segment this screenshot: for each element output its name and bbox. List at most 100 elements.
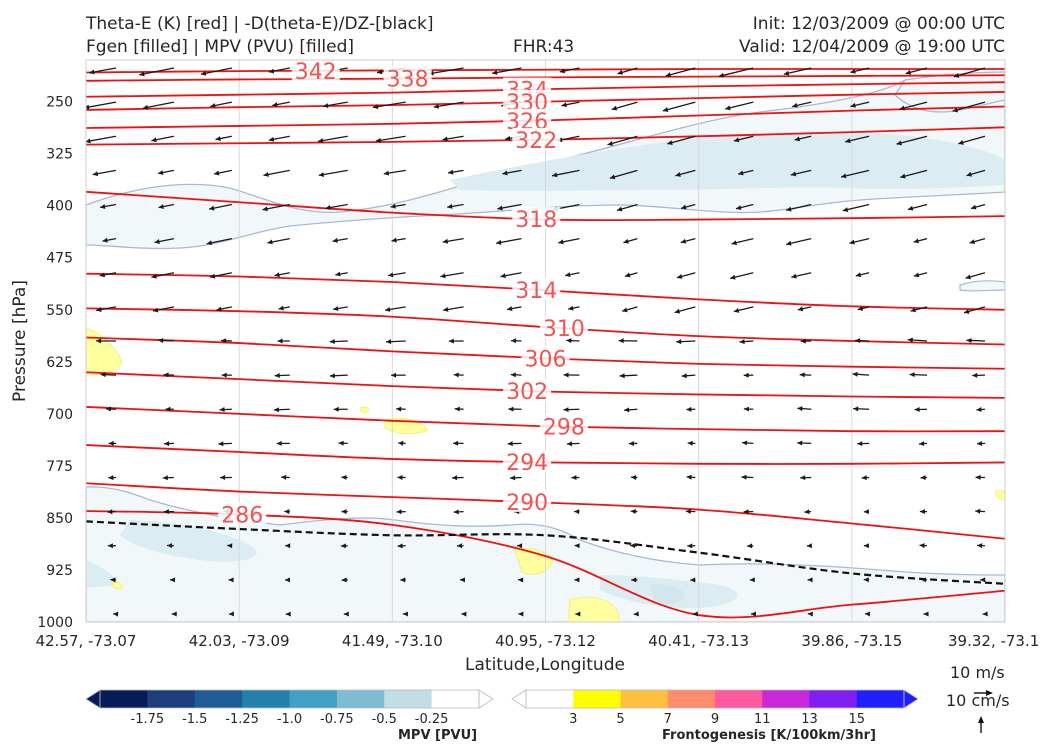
- chart-title-line-2: Fgen [filled] | MPV (PVU) [filled]: [86, 37, 355, 57]
- wind-vector-arrowhead: [794, 136, 801, 142]
- x-axis-title: Latitude,Longitude: [465, 655, 625, 675]
- wind-vector-arrowhead: [164, 441, 170, 447]
- wind-vector-arrowhead: [228, 577, 234, 583]
- wind-vector-arrowhead: [685, 508, 691, 514]
- wind-vector-arrowhead: [841, 173, 847, 179]
- wind-vector-arrowhead: [964, 309, 970, 314]
- wind-vector-arrowhead: [440, 273, 446, 279]
- plot-frame: [85, 59, 1006, 623]
- wind-vector-arrowhead: [333, 306, 339, 312]
- wind-vector-arrowhead: [448, 169, 454, 175]
- wind-vector-arrowhead: [855, 338, 861, 344]
- wind-vector-arrowhead: [274, 373, 280, 379]
- wind-vector: [142, 101, 175, 109]
- mpv-colorbar-segment: [431, 690, 480, 708]
- wind-vector-arrowhead: [402, 611, 409, 617]
- wind-vector-arrowhead: [725, 105, 731, 111]
- wind-vector-arrowhead: [617, 69, 623, 75]
- wind-vector-arrowhead: [391, 237, 397, 243]
- mpv-colorbar-frame: [99, 689, 480, 709]
- wind-vector-arrowhead: [442, 136, 448, 142]
- wind-vector-arrowhead: [443, 306, 449, 312]
- wind-vector-arrowhead: [110, 577, 116, 583]
- wind-vector-arrowhead: [624, 407, 630, 413]
- wind-vector-arrowhead: [692, 611, 698, 617]
- wind-vector-arrowhead: [565, 272, 571, 278]
- wind-vector-arrowhead: [152, 307, 159, 313]
- wind-vector-arrowhead: [850, 102, 856, 108]
- wind-vector-arrowhead: [665, 72, 672, 78]
- wind-vector-arrowhead: [505, 135, 511, 141]
- wind-vector: [375, 135, 406, 142]
- wind-vector-arrowhead: [611, 105, 618, 111]
- wind-vector-arrowhead: [863, 577, 869, 583]
- wind-vector-arrowhead: [385, 306, 391, 312]
- x-tick-label: 39.86, -73.15: [801, 632, 902, 650]
- wind-vector-arrowhead: [274, 272, 280, 278]
- wind-vector-arrowhead: [338, 440, 344, 446]
- mpv-colorbar: -1.75 -1.5 -1.25 -1.0 -0.75 -0.5 -0.25: [85, 689, 494, 727]
- theta-e-contour-338: [86, 74, 1005, 82]
- y-tick-label: 700: [46, 407, 73, 423]
- wind-vector-arrowhead: [163, 372, 169, 378]
- theta-e-contour-label: 306: [525, 347, 567, 372]
- wind-vector-arrowhead: [507, 306, 513, 312]
- wind-vector-arrowhead: [563, 407, 569, 413]
- wind-vector-arrowhead: [563, 372, 569, 378]
- wind-vector-arrowhead: [618, 338, 624, 344]
- wind-vector-arrowhead: [861, 475, 867, 481]
- wind-vector-arrowhead: [863, 543, 869, 549]
- wind-vector-arrowhead: [107, 509, 113, 515]
- theta-e-contour-label: 310: [543, 317, 585, 342]
- wind-vector-arrowhead: [804, 509, 810, 515]
- wind-vector-arrowhead: [386, 339, 392, 345]
- wind-vector-arrowhead: [323, 103, 329, 109]
- fgen-colorbar-tick-label: 3: [569, 712, 577, 727]
- wind-vector-arrowhead: [852, 371, 858, 377]
- wind-vector-arrowhead: [624, 272, 631, 278]
- wind-vector-arrowhead: [227, 543, 233, 549]
- wind-vector-arrowhead: [268, 68, 275, 74]
- wind-vector-arrowhead: [341, 509, 347, 515]
- wind-vector-arrowhead: [743, 372, 749, 378]
- wind-vector-arrowhead: [857, 441, 863, 447]
- wind-vector-arrowhead: [318, 172, 325, 177]
- wind-vector-arrowhead: [105, 406, 111, 412]
- wind-vector-arrowhead: [730, 274, 736, 280]
- wind-vector-arrowhead: [731, 240, 737, 246]
- wind-vector-arrowhead: [631, 474, 637, 480]
- wind-vector: [607, 135, 638, 146]
- wind-vector-arrowhead: [461, 611, 467, 617]
- wind-vector: [896, 135, 928, 145]
- wind-vector-arrowhead: [329, 373, 335, 379]
- theta-e-contour-label: 342: [295, 60, 337, 85]
- wind-vector-arrowhead: [284, 509, 290, 515]
- wind-vector-arrowhead: [900, 173, 906, 179]
- wind-vector-arrowhead: [447, 203, 453, 209]
- wind-vector-arrowhead: [975, 474, 981, 480]
- wind-vector-arrowhead: [800, 475, 806, 481]
- wind-vector-arrowhead: [676, 273, 683, 279]
- wind-vector-arrowhead: [676, 339, 682, 345]
- wind-vector-arrowhead: [681, 204, 687, 210]
- fgen-colorbar-tick-label: 11: [754, 712, 771, 727]
- fgen-region-7: [111, 581, 123, 590]
- wind-vector-arrowhead: [681, 373, 687, 379]
- mpv-colorbar-tick-label: -1.25: [225, 712, 259, 727]
- wind-vector-arrowhead: [743, 509, 749, 515]
- wind-vector-arrowhead: [630, 543, 636, 549]
- wind-vector-arrowhead: [687, 543, 693, 549]
- wind-vector-arrowhead: [442, 238, 449, 244]
- wind-vector: [86, 135, 117, 143]
- x-tick-label: 41.49, -73.10: [342, 632, 443, 650]
- wind-vector-arrowhead: [452, 475, 458, 481]
- wind-vector-arrowhead: [158, 338, 164, 344]
- wind-vector-arrowhead: [674, 308, 681, 314]
- wind-vector-arrowhead: [277, 338, 283, 344]
- wind-vector: [952, 101, 986, 112]
- wind-vector-arrowhead: [343, 611, 349, 617]
- wind-vector-arrowhead: [151, 137, 157, 143]
- wind-vector-arrowhead: [923, 611, 929, 617]
- valid-time-label: Valid: 12/04/2009 @ 19:00 UTC: [739, 37, 1005, 57]
- wind-vector-arrowhead: [107, 543, 113, 549]
